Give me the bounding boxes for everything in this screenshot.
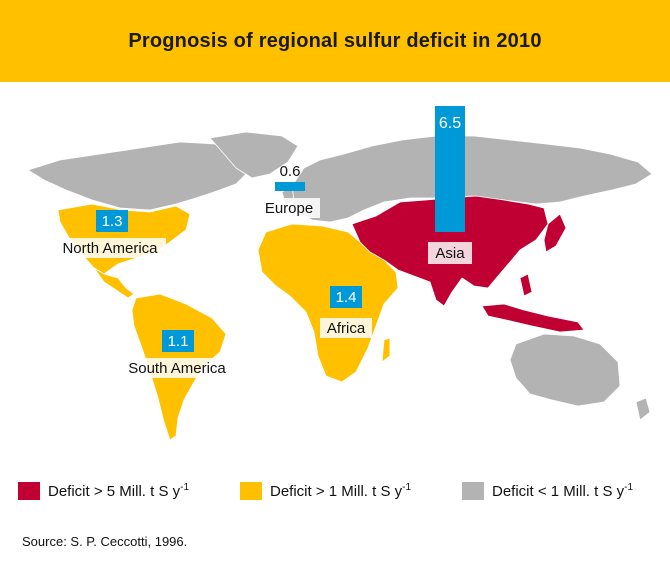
africa-label-bg (320, 318, 372, 338)
asia-value: 6.5 (439, 115, 461, 132)
europe-russia-land (289, 135, 653, 223)
legend-swatch-low (462, 482, 484, 500)
madagascar-land (381, 337, 391, 363)
legend-label-low: Deficit < 1 Mill. t S y-1 (492, 482, 634, 500)
new-zealand-land (635, 397, 651, 421)
southeast-asia-islands-land (481, 303, 585, 333)
legend-item-mid: Deficit > 1 Mill. t S y-1 (240, 482, 411, 500)
legend-label-high: Deficit > 5 Mill. t S y-1 (48, 482, 190, 500)
europe-value: 0.6 (280, 163, 301, 180)
africa-value-box (330, 286, 362, 308)
low-deficit-regions (27, 131, 653, 421)
deficit-bars (275, 106, 465, 232)
africa-land (257, 223, 399, 383)
legend-item-low: Deficit < 1 Mill. t S y-1 (462, 482, 633, 500)
northern-north-america-land (27, 141, 251, 211)
japan-land (543, 213, 567, 253)
north-america-value-box (96, 210, 128, 232)
source-note: Source: S. P. Ceccotti, 1996. (22, 534, 188, 549)
asia-label: Asia (435, 245, 465, 262)
central-america-land (93, 267, 135, 299)
europe-label: Europe (265, 200, 313, 217)
title-banner: Prognosis of regional sulfur deficit in … (0, 0, 670, 82)
europe-label-bg (258, 198, 320, 218)
chart-title: Prognosis of regional sulfur deficit in … (128, 29, 542, 52)
europe-bar (275, 182, 305, 191)
asia-label-bg (428, 242, 472, 264)
australia-land (509, 333, 621, 407)
world-map: 1.3 North America 1.1 South America 0.6 … (27, 106, 653, 441)
africa-label: Africa (327, 320, 366, 337)
south-america-value: 1.1 (168, 333, 189, 350)
philippines-land (519, 273, 533, 297)
south-america-label-bg (120, 358, 234, 378)
north-america-label: North America (62, 240, 158, 257)
legend-item-high: Deficit > 5 Mill. t S y-1 (18, 482, 189, 500)
south-america-label: South America (128, 360, 226, 377)
legend: Deficit > 5 Mill. t S y-1 Deficit > 1 Mi… (0, 482, 670, 506)
north-america-value: 1.3 (102, 213, 123, 230)
legend-swatch-mid (240, 482, 262, 500)
north-america-label-bg (54, 238, 166, 258)
south-america-value-box (162, 330, 194, 352)
legend-swatch-high (18, 482, 40, 500)
region-labels: 1.3 North America 1.1 South America 0.6 … (54, 115, 472, 378)
africa-value: 1.4 (336, 289, 357, 306)
greenland-land (209, 131, 299, 179)
legend-label-mid: Deficit > 1 Mill. t S y-1 (270, 482, 412, 500)
asia-bar (435, 106, 465, 232)
